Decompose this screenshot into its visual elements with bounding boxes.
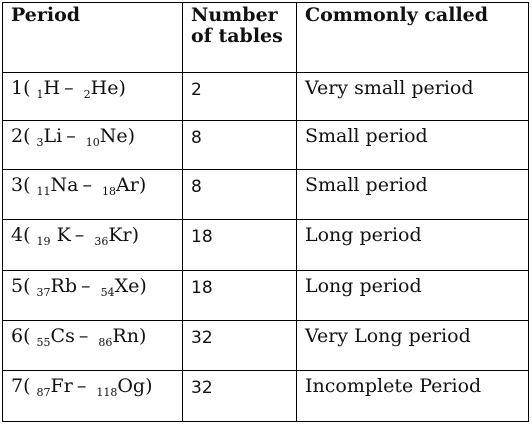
from-atomic-number: 11: [36, 184, 51, 198]
period-number: 6: [11, 324, 24, 347]
number-of-tables-cell: 32: [182, 319, 297, 372]
period-number: 1: [11, 76, 24, 99]
period-number: 7: [11, 375, 24, 398]
commonly-called-cell: Incomplete Period: [296, 370, 529, 422]
from-element-symbol: Na: [50, 173, 79, 196]
table-row: 7( 87Fr – 118Og) 32 Incomplete Period: [2, 370, 529, 422]
from-atomic-number: 55: [36, 335, 51, 349]
periods-table-container: Period Number of tables Commonly called …: [2, 2, 529, 422]
period-cell: 6( 55Cs – 86Rn): [2, 319, 183, 372]
header-period: Period: [2, 2, 183, 73]
header-number-of-tables: Number of tables: [182, 2, 297, 73]
from-element-symbol: Rb: [50, 274, 78, 297]
from-atomic-number: 3: [36, 136, 44, 150]
period-cell: 5( 37Rb – 54Xe): [2, 269, 183, 321]
commonly-called-cell: Small period: [296, 120, 529, 170]
table-row: 5( 37Rb – 54Xe) 18 Long period: [2, 269, 529, 321]
to-element-symbol: Og: [117, 375, 146, 398]
from-element-symbol: Fr: [50, 375, 73, 398]
number-of-tables-cell: 8: [182, 168, 297, 221]
to-atomic-number: 36: [94, 235, 109, 249]
from-element-symbol: Cs: [50, 324, 75, 347]
to-element-symbol: Ar: [116, 173, 139, 196]
number-of-tables-cell: 8: [182, 120, 297, 170]
commonly-called-cell: Long period: [296, 269, 529, 321]
to-element-symbol: He: [90, 76, 119, 99]
header-commonly-called: Commonly called: [296, 2, 529, 73]
to-element-symbol: Rn: [112, 324, 139, 347]
commonly-called-cell: Small period: [296, 168, 529, 221]
number-of-tables-cell: 18: [182, 269, 297, 321]
period-cell: 7( 87Fr – 118Og): [2, 370, 183, 422]
number-of-tables-cell: 2: [182, 71, 297, 122]
to-element-symbol: Ne: [99, 125, 128, 148]
table-row: 6( 55Cs – 86Rn) 32 Very Long period: [2, 319, 529, 372]
period-cell: 3( 11Na – 18Ar): [2, 168, 183, 221]
from-atomic-number: 37: [36, 285, 51, 299]
from-element-symbol: K: [56, 224, 71, 247]
to-atomic-number: 18: [102, 184, 117, 198]
from-element-symbol: Li: [43, 125, 63, 148]
number-of-tables-cell: 18: [182, 219, 297, 271]
from-atomic-number: 1: [36, 87, 44, 101]
from-atomic-number: 19: [36, 235, 51, 249]
table-row: 3( 11Na – 18Ar) 8 Small period: [2, 168, 529, 221]
commonly-called-cell: Very Long period: [296, 319, 529, 372]
to-atomic-number: 118: [96, 386, 118, 400]
period-cell: 4( 19 K – 36Kr): [2, 219, 183, 271]
to-atomic-number: 2: [83, 87, 91, 101]
period-number: 2: [11, 125, 24, 148]
to-element-symbol: Xe: [114, 274, 140, 297]
to-atomic-number: 54: [100, 285, 115, 299]
periods-table: Period Number of tables Commonly called …: [2, 2, 529, 422]
period-cell: 2( 3Li – 10Ne): [2, 120, 183, 170]
period-number: 5: [11, 274, 24, 297]
table-row: 2( 3Li – 10Ne) 8 Small period: [2, 120, 529, 170]
from-element-symbol: H: [43, 76, 61, 99]
table-header-row: Period Number of tables Commonly called: [2, 2, 529, 73]
commonly-called-cell: Very small period: [296, 71, 529, 122]
commonly-called-cell: Long period: [296, 219, 529, 271]
to-atomic-number: 10: [85, 136, 100, 150]
table-row: 4( 19 K – 36Kr) 18 Long period: [2, 219, 529, 271]
period-cell: 1( 1H – 2He): [2, 71, 183, 122]
period-number: 3: [11, 173, 24, 196]
from-atomic-number: 87: [36, 386, 51, 400]
to-element-symbol: Kr: [108, 224, 132, 247]
period-number: 4: [11, 224, 24, 247]
number-of-tables-cell: 32: [182, 370, 297, 422]
to-atomic-number: 86: [98, 335, 113, 349]
table-row: 1( 1H – 2He) 2 Very small period: [2, 71, 529, 122]
